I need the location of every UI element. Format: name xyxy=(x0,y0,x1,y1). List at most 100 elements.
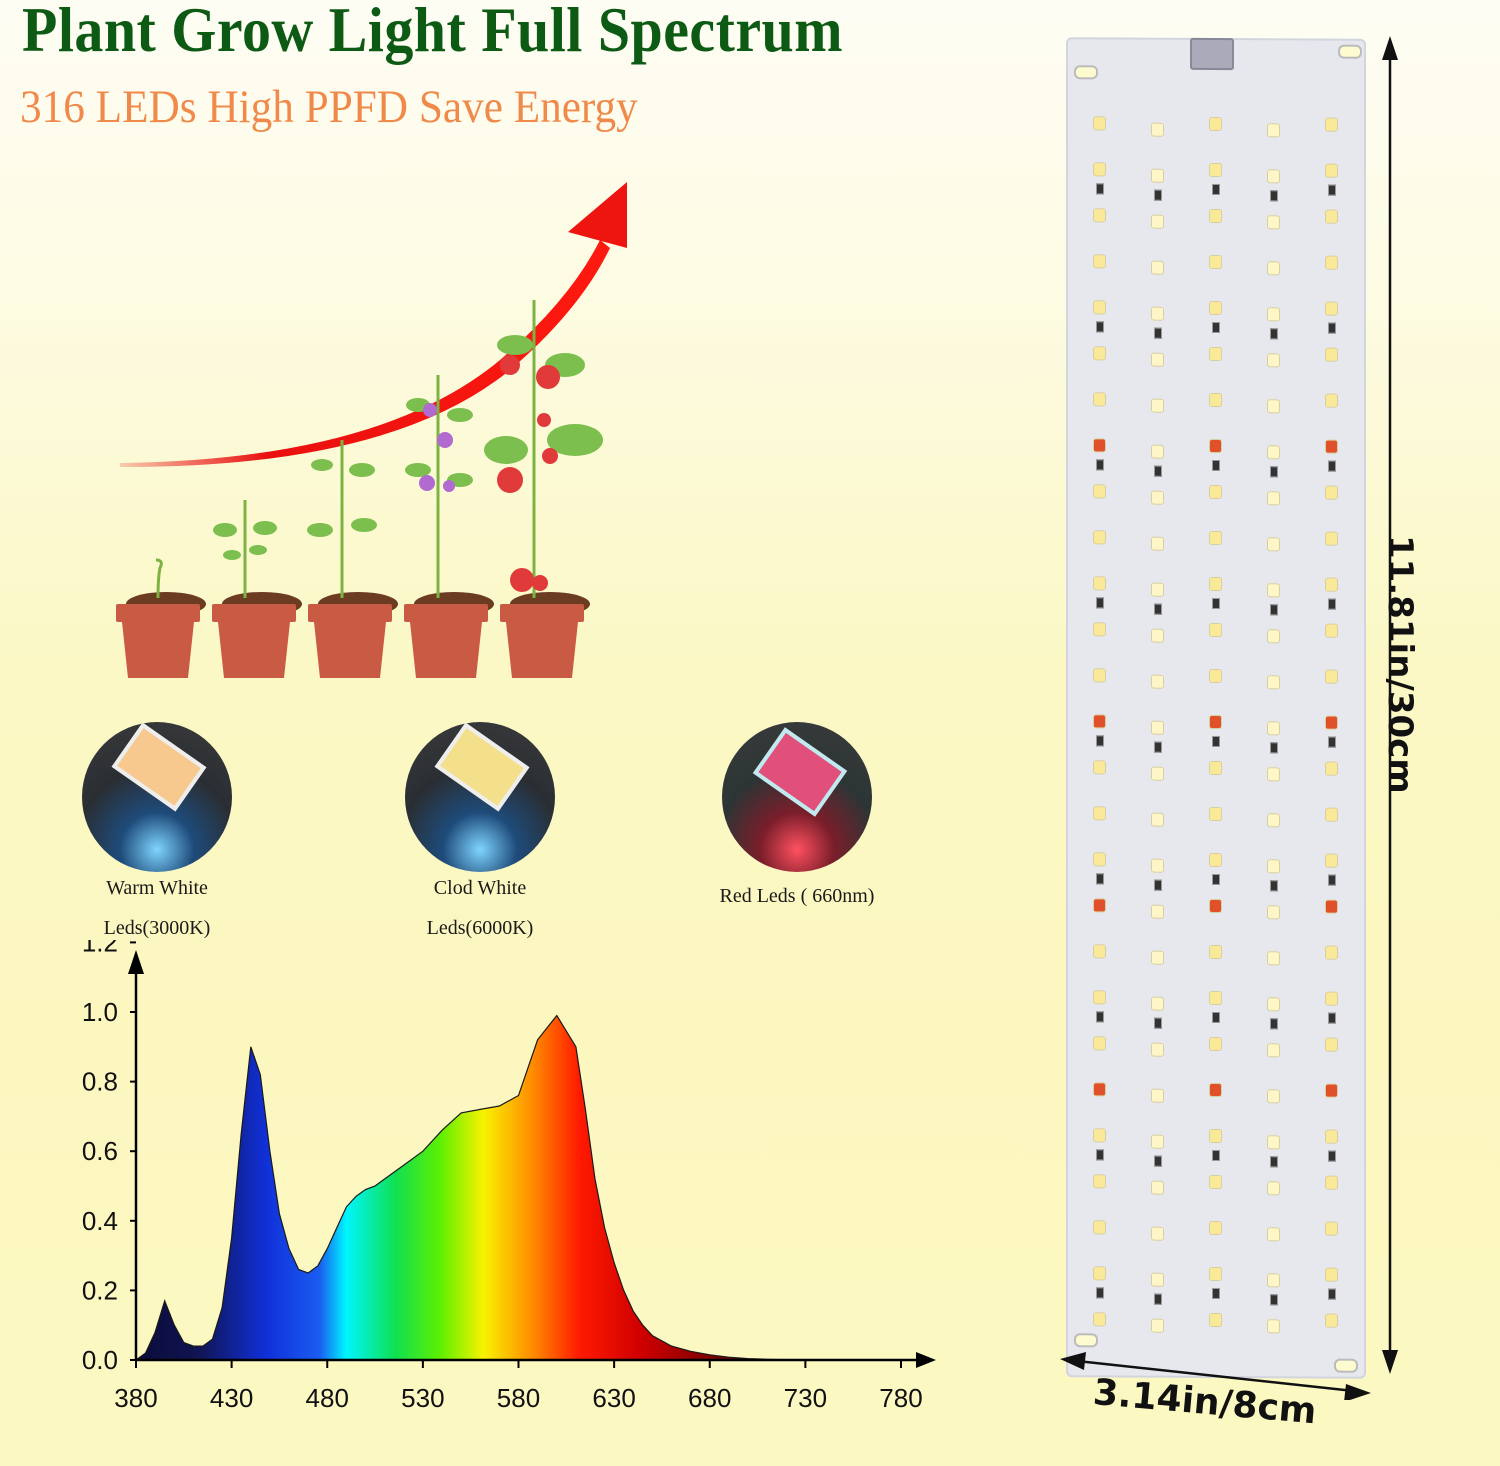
white-led-chip-icon xyxy=(1094,1267,1105,1280)
white-led-chip-icon xyxy=(1268,1182,1279,1195)
resistor-icon xyxy=(1154,189,1162,201)
y-tick-label: 0.8 xyxy=(82,1067,118,1097)
white-led-chip-icon xyxy=(1210,1267,1221,1281)
white-led-chip-icon xyxy=(1268,906,1279,919)
white-led-chip-icon xyxy=(1152,1227,1163,1240)
white-led-chip-icon xyxy=(1210,209,1221,223)
red-led-chip-icon xyxy=(1210,1083,1221,1097)
white-led-chip-icon xyxy=(1210,117,1221,131)
red-led-chip-icon xyxy=(1326,440,1337,453)
white-led-chip-icon xyxy=(1210,301,1221,315)
white-led-chip-icon xyxy=(1152,767,1163,780)
resistor-icon xyxy=(1212,459,1220,472)
x-tick-label: 630 xyxy=(592,1383,635,1413)
resistor-icon xyxy=(1154,327,1162,339)
white-led-chip-icon xyxy=(1210,623,1221,637)
white-led-chip-icon xyxy=(1152,1319,1163,1332)
y-axis-ticks: 0.0 0.2 0.4 0.6 0.8 1.0 1.2 xyxy=(82,940,136,1375)
white-led-chip-icon xyxy=(1326,670,1337,683)
white-led-chip-icon xyxy=(1094,853,1105,866)
resistor-icon xyxy=(1096,1287,1104,1299)
white-led-chip-icon xyxy=(1152,123,1163,136)
y-axis-arrow-icon xyxy=(128,950,144,974)
white-led-chip-icon xyxy=(1268,768,1279,781)
white-led-chip-icon xyxy=(1094,347,1105,360)
white-led-chip-icon xyxy=(1268,860,1279,873)
white-led-chip-icon xyxy=(1152,675,1163,688)
white-led-chip-icon xyxy=(1326,578,1337,591)
white-led-chip-icon xyxy=(1094,1037,1105,1050)
x-axis-arrow-icon xyxy=(916,1352,936,1368)
white-led-chip-icon xyxy=(1326,1314,1337,1327)
resistor-icon xyxy=(1096,597,1104,609)
white-led-chip-icon xyxy=(1210,577,1221,591)
white-led-chip-icon xyxy=(1326,532,1337,545)
white-led-chip-icon xyxy=(1210,1129,1221,1143)
y-tick-label: 1.0 xyxy=(82,997,118,1027)
resistor-icon xyxy=(1270,880,1278,892)
white-led-chip-icon xyxy=(1152,353,1163,366)
white-led-chip-icon xyxy=(1268,584,1279,597)
resistor-icon xyxy=(1212,183,1220,196)
resistor-icon xyxy=(1212,1011,1220,1024)
white-led-chip-icon xyxy=(1268,538,1279,551)
white-led-chip-icon xyxy=(1152,1043,1163,1056)
resistor-icon xyxy=(1270,1156,1278,1168)
white-led-chip-icon xyxy=(1152,399,1163,412)
white-led-chip-icon xyxy=(1268,952,1279,965)
white-led-chip-icon xyxy=(1210,945,1221,959)
white-led-chip-icon xyxy=(1210,761,1221,775)
white-led-chip-icon xyxy=(1210,991,1221,1005)
resistor-icon xyxy=(1328,874,1336,886)
width-dimension-arrow-icon xyxy=(1060,1352,1371,1400)
white-led-chip-icon xyxy=(1152,583,1163,596)
y-tick-label: 0.6 xyxy=(82,1136,118,1166)
resistor-icon xyxy=(1096,183,1104,195)
resistor-icon xyxy=(1212,873,1220,886)
white-led-chip-icon xyxy=(1094,209,1105,222)
white-led-chip-icon xyxy=(1210,163,1221,177)
red-led-chip-icon xyxy=(1094,439,1105,452)
red-led-chip-icon xyxy=(1094,715,1105,728)
resistor-icon xyxy=(1154,1155,1162,1167)
y-tick-label: 0.2 xyxy=(82,1275,118,1305)
resistor-icon xyxy=(1096,321,1104,333)
height-dimension-arrow-icon xyxy=(1382,36,1398,1374)
white-led-chip-icon xyxy=(1094,991,1105,1004)
page-title: Plant Grow Light Full Spectrum xyxy=(22,0,843,65)
white-led-chip-icon xyxy=(1152,445,1163,458)
white-led-chip-icon xyxy=(1094,1129,1105,1142)
resistor-icon xyxy=(1212,597,1220,610)
white-led-chip-icon xyxy=(1326,210,1337,223)
white-led-chip-icon xyxy=(1094,807,1105,820)
white-led-chip-icon xyxy=(1152,1181,1163,1194)
x-tick-label: 780 xyxy=(879,1383,922,1413)
resistor-icon xyxy=(1096,1149,1104,1161)
x-axis-ticks: 380 430 480 530 580 630 680 730 780 xyxy=(114,1360,923,1413)
white-led-chip-icon xyxy=(1210,669,1221,683)
white-led-chip-icon xyxy=(1326,1130,1337,1143)
red-led-chip-icon xyxy=(1210,715,1221,729)
resistor-icon xyxy=(1328,184,1336,196)
white-led-chip-icon xyxy=(1152,169,1163,182)
white-led-chip-icon xyxy=(1210,255,1221,269)
white-led-chip-icon xyxy=(1268,676,1279,689)
y-tick-label: 0.0 xyxy=(82,1345,118,1375)
white-led-chip-icon xyxy=(1326,118,1337,131)
white-led-chip-icon xyxy=(1326,164,1337,177)
pot-icons xyxy=(116,592,590,678)
spectrum-area xyxy=(134,1014,901,1361)
resistor-icon xyxy=(1270,328,1278,340)
resistor-icon xyxy=(1328,736,1336,748)
white-led-chip-icon xyxy=(1268,354,1279,367)
white-led-chip-icon xyxy=(1210,1221,1221,1235)
resistor-icon xyxy=(1270,604,1278,616)
red-led-chip-icon xyxy=(1210,899,1221,913)
warm-white-label: Warm White Leds(3000K) xyxy=(103,877,211,939)
red-led-chip-icon xyxy=(1326,1084,1337,1097)
white-led-chip-icon xyxy=(1326,348,1337,361)
white-led-chip-icon xyxy=(1094,1221,1105,1234)
white-led-chip-icon xyxy=(1326,992,1337,1005)
led-panel-image xyxy=(1066,37,1366,1379)
white-led-chip-icon xyxy=(1326,394,1337,407)
